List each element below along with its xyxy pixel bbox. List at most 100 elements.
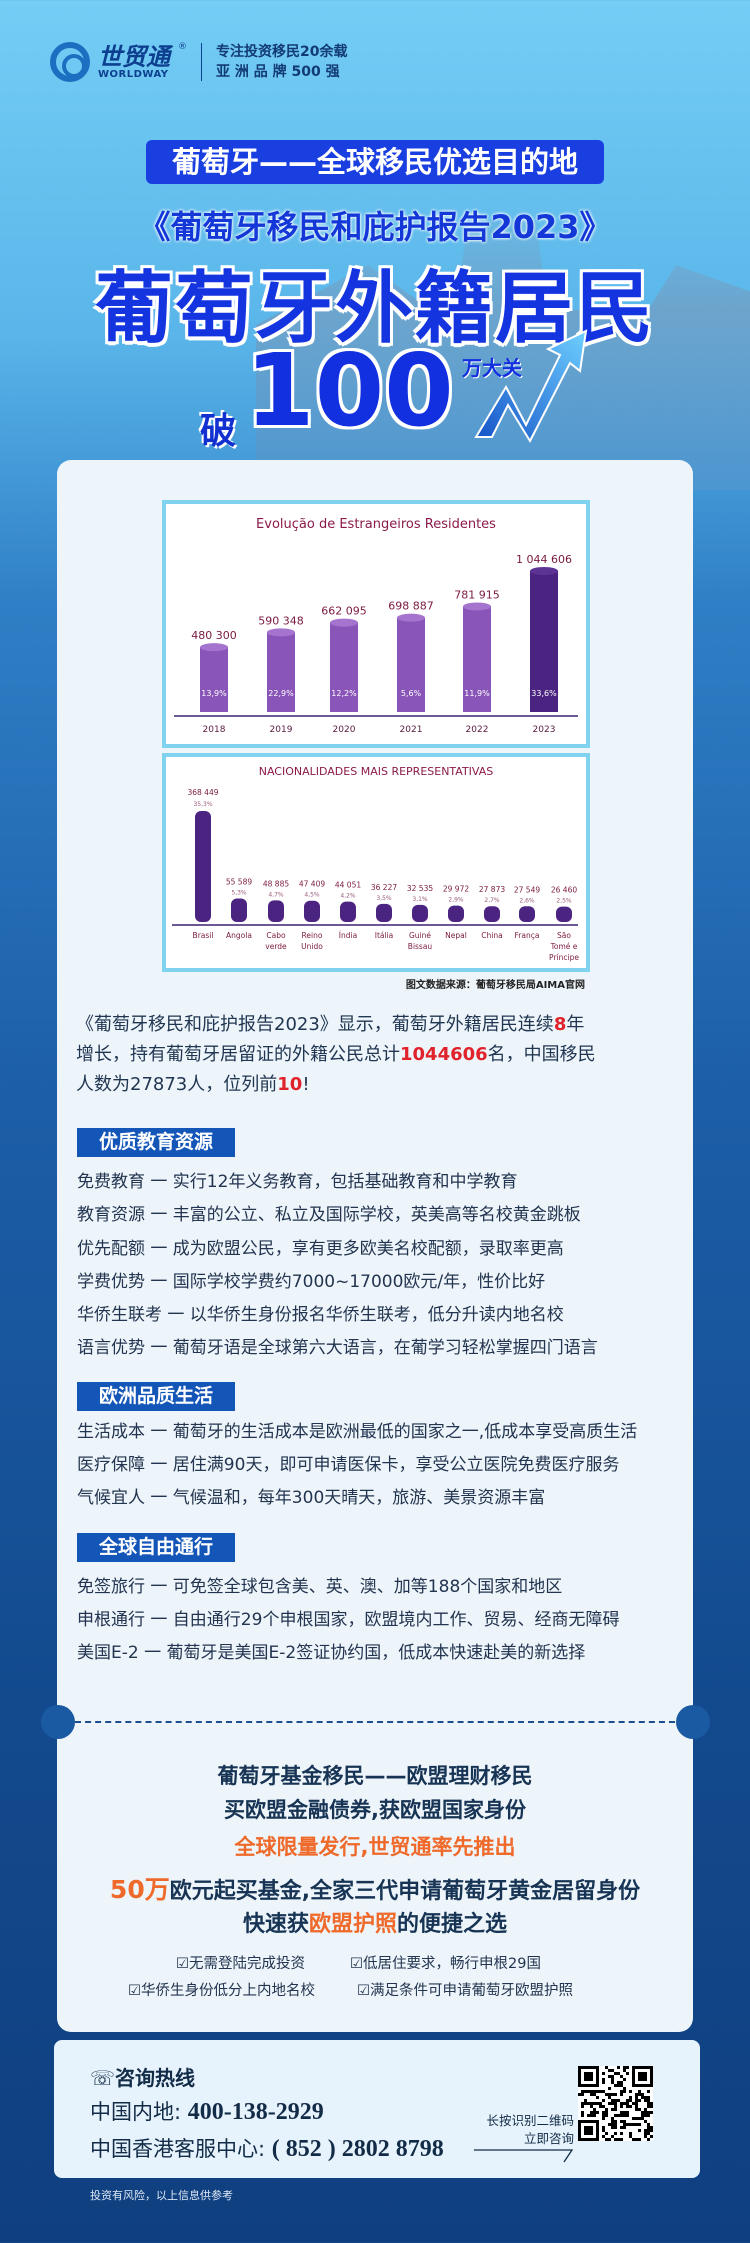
hk-phone[interactable]: 中国香港客服中心: ( 852 ) 2802 8798 bbox=[90, 2133, 444, 2163]
qr-module bbox=[608, 2123, 611, 2126]
qr-module bbox=[611, 2093, 614, 2096]
qr-module bbox=[581, 2093, 584, 2096]
brand-tagline-2: 亚 洲 品 牌 500 强 bbox=[216, 64, 340, 80]
growth-label: 11,9% bbox=[464, 689, 490, 698]
qr-module bbox=[638, 2129, 641, 2132]
qr-module bbox=[620, 2138, 623, 2141]
x-tick-label: China bbox=[481, 931, 502, 940]
value-label: 1 044 606 bbox=[516, 553, 572, 566]
qr-finder-core bbox=[584, 2126, 593, 2135]
qr-module bbox=[620, 2105, 623, 2108]
qr-module bbox=[620, 2120, 623, 2123]
promo-line-2: 买欧盟金融债券,获欧盟国家身份 bbox=[224, 1798, 526, 1822]
value-label: 32 535 bbox=[407, 884, 433, 893]
qr-module bbox=[605, 2108, 608, 2111]
check-text: 华侨生身份低分上内地名校 bbox=[141, 1983, 315, 1999]
bar bbox=[530, 571, 558, 712]
x-tick-label: 2022 bbox=[466, 725, 489, 735]
list-item: 医疗保障 一 居住满90天，即可申请医保卡，享受公立医院免费医疗服务 bbox=[77, 1455, 620, 1475]
hero-number: 100 bbox=[245, 332, 454, 449]
qr-module bbox=[608, 2096, 611, 2099]
ticket-notch-left bbox=[41, 1705, 75, 1739]
logo-divider bbox=[201, 43, 202, 81]
qr-module bbox=[608, 2102, 611, 2105]
intro-paragraph: 《葡萄牙移民和庇护报告2023》显示，葡萄牙外籍居民连续8年 增长，持有葡萄牙居… bbox=[76, 1010, 676, 1100]
value-label: 27 549 bbox=[514, 885, 540, 894]
qr-module bbox=[629, 2096, 632, 2099]
qr-module bbox=[635, 2108, 638, 2111]
intro-highlight: 1044606 bbox=[400, 1044, 488, 1065]
qr-module bbox=[617, 2084, 620, 2087]
value-label: 590 348 bbox=[258, 614, 304, 627]
qr-module bbox=[644, 2099, 647, 2102]
qr-module bbox=[605, 2066, 608, 2069]
check-text: 无需登陆完成投资 bbox=[189, 1956, 305, 1972]
mainland-number[interactable]: 400-138-2929 bbox=[187, 2099, 324, 2125]
qr-module bbox=[614, 2093, 617, 2096]
bar-top bbox=[267, 628, 295, 637]
qr-module bbox=[638, 2117, 641, 2120]
x-tick-label: 2018 bbox=[203, 725, 226, 735]
qr-module bbox=[581, 2105, 584, 2108]
qr-module bbox=[647, 2111, 650, 2114]
risk-disclaimer: 投资有风险，以上信息供参考 bbox=[90, 2189, 233, 2202]
qr-module bbox=[611, 2123, 614, 2126]
growth-label: 12,2% bbox=[331, 689, 357, 698]
list-item: 生活成本 一 葡萄牙的生活成本是欧洲最低的国家之一,低成本享受高质生活 bbox=[77, 1422, 638, 1442]
x-tick-label: 2023 bbox=[533, 725, 556, 735]
qr-module bbox=[587, 2090, 590, 2093]
qr-module bbox=[650, 2135, 653, 2138]
section-header-travel: 全球自由通行 bbox=[77, 1533, 235, 1562]
qr-module bbox=[635, 2102, 638, 2105]
qr-module bbox=[632, 2117, 635, 2120]
qr-module bbox=[614, 2084, 617, 2087]
qr-module bbox=[644, 2120, 647, 2123]
hero-unit: 万大关 bbox=[462, 356, 522, 380]
qr-module bbox=[638, 2108, 641, 2111]
qr-module bbox=[623, 2102, 626, 2105]
hk-number[interactable]: ( 852 ) 2802 8798 bbox=[271, 2136, 444, 2162]
qr-module bbox=[620, 2075, 623, 2078]
mainland-label: 中国内地: bbox=[90, 2100, 182, 2124]
share-label: 2,9% bbox=[448, 897, 464, 904]
qr-module bbox=[644, 2132, 647, 2135]
chart-title: Evolução de Estrangeiros Residentes bbox=[256, 517, 496, 532]
hero-banner: 葡萄牙——全球移民优选目的地 bbox=[146, 140, 604, 184]
bar bbox=[195, 811, 211, 922]
value-label: 662 095 bbox=[321, 605, 367, 618]
qr-module bbox=[578, 2093, 581, 2096]
growth-label: 5,6% bbox=[401, 689, 422, 698]
residents-chart-svg: Evolução de Estrangeiros Residentes 480 3… bbox=[174, 517, 578, 735]
qr-module bbox=[593, 2108, 596, 2111]
qr-module bbox=[641, 2093, 644, 2096]
intro-highlight: 8 bbox=[553, 1014, 567, 1035]
qr-module bbox=[620, 2090, 623, 2093]
qr-code[interactable] bbox=[578, 2066, 653, 2141]
mainland-phone[interactable]: 中国内地: 400-138-2929 bbox=[90, 2096, 324, 2126]
qr-module bbox=[611, 2081, 614, 2084]
check-item: ☑满足条件可申请葡萄牙欧盟护照 bbox=[357, 1979, 573, 2000]
qr-module bbox=[614, 2114, 617, 2117]
share-label: 35,3% bbox=[193, 801, 212, 808]
scan-hint: 长按识别二维码 立即咨询 bbox=[472, 2112, 574, 2169]
qr-module bbox=[611, 2120, 614, 2123]
qr-module bbox=[614, 2105, 617, 2108]
growth-arrow-icon bbox=[474, 329, 588, 444]
qr-module bbox=[623, 2120, 626, 2123]
section-header-life: 欧洲品质生活 bbox=[77, 1382, 235, 1411]
check-text: 满足条件可申请葡萄牙欧盟护照 bbox=[370, 1983, 573, 1999]
dashed-divider bbox=[75, 1721, 675, 1723]
promo-line-4: 50万欧元起买基金,全家三代申请葡萄牙黄金居留身份 bbox=[57, 1870, 693, 1906]
bar bbox=[268, 900, 284, 922]
qr-module bbox=[620, 2081, 623, 2084]
qr-module bbox=[638, 2138, 641, 2141]
qr-module bbox=[650, 2129, 653, 2132]
hk-label: 中国香港客服中心: bbox=[90, 2137, 266, 2161]
growth-label: 13,9% bbox=[201, 689, 227, 698]
checkbox-icon: ☑ bbox=[350, 1956, 363, 1972]
qr-module bbox=[581, 2090, 584, 2093]
qr-module bbox=[584, 2099, 587, 2102]
intro-text: 《葡萄牙移民和庇护报告2023》显示，葡萄牙外籍居民连续 bbox=[76, 1014, 554, 1035]
growth-label: 33,6% bbox=[531, 689, 557, 698]
bar bbox=[556, 906, 572, 922]
